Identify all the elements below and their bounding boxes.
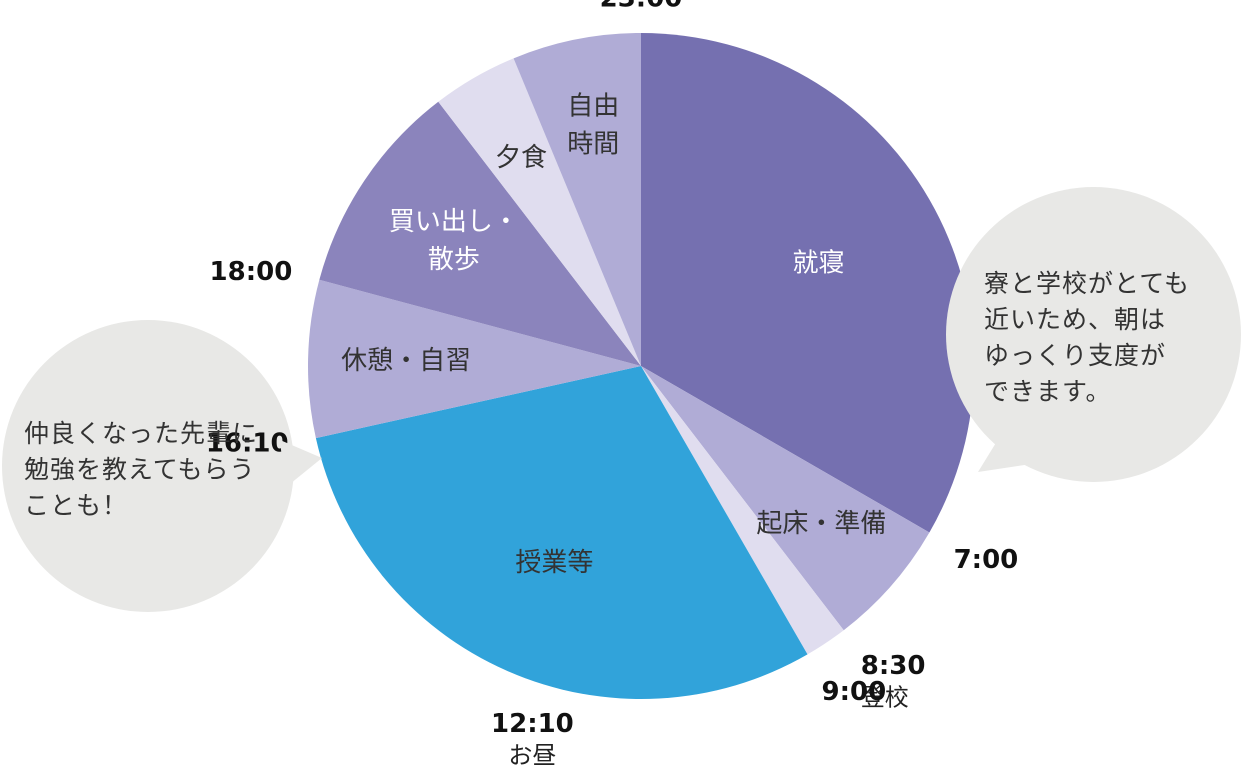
pie-slice bbox=[307, 279, 641, 439]
time-sublabel: お昼 bbox=[508, 741, 556, 769]
callout-line: 近いため、朝は bbox=[984, 305, 1167, 334]
slice-label: 休憩・自習 bbox=[341, 345, 471, 375]
time-label: 9:00 bbox=[822, 677, 887, 707]
callout-line: 勉強を教えてもらう bbox=[24, 455, 256, 484]
pie-slice bbox=[315, 366, 808, 700]
callout-line: 寮と学校がとても bbox=[984, 269, 1191, 298]
slice-label: 授業等 bbox=[515, 547, 593, 577]
callout-line: ゆっくり支度が bbox=[984, 341, 1167, 370]
callout-line: ことも！ bbox=[24, 491, 129, 520]
time-label: 8:30 bbox=[861, 651, 926, 681]
pie-slice bbox=[641, 366, 930, 631]
slice-label: 起床・準備 bbox=[756, 509, 886, 539]
time-sublabel: 登校 bbox=[861, 683, 909, 711]
callout-bubble-left bbox=[2, 320, 294, 612]
time-label: 7:00 bbox=[954, 545, 1019, 575]
time-label: 16:10 bbox=[206, 429, 289, 459]
pie-slice bbox=[641, 366, 844, 655]
slice-label: 就寝 bbox=[792, 248, 844, 278]
pie-slice bbox=[641, 33, 975, 533]
time-label: 18:00 bbox=[210, 257, 293, 287]
callout-tail-left bbox=[280, 440, 322, 488]
callout-text-right: 寮と学校がとても 近いため、朝は ゆっくり支度が できます。 bbox=[984, 266, 1190, 410]
callout-line: できます。 bbox=[984, 377, 1112, 406]
pie-slice bbox=[513, 33, 641, 366]
slice-label: 自由時間 bbox=[567, 91, 619, 159]
slice-label: 買い出し・散歩 bbox=[389, 207, 519, 275]
callout-line: 仲良くなった先輩に bbox=[24, 419, 259, 448]
slice-label: 夕食 bbox=[495, 143, 547, 173]
time-label: 12:10 bbox=[491, 709, 574, 739]
time-label: 23:00 bbox=[600, 0, 683, 14]
callout-bubble-right bbox=[946, 187, 1241, 482]
callout-text-left: 仲良くなった先輩に 勉強を教えてもらう ことも！ bbox=[24, 416, 258, 524]
pie-slice bbox=[319, 101, 641, 366]
pie-slice bbox=[438, 58, 641, 366]
